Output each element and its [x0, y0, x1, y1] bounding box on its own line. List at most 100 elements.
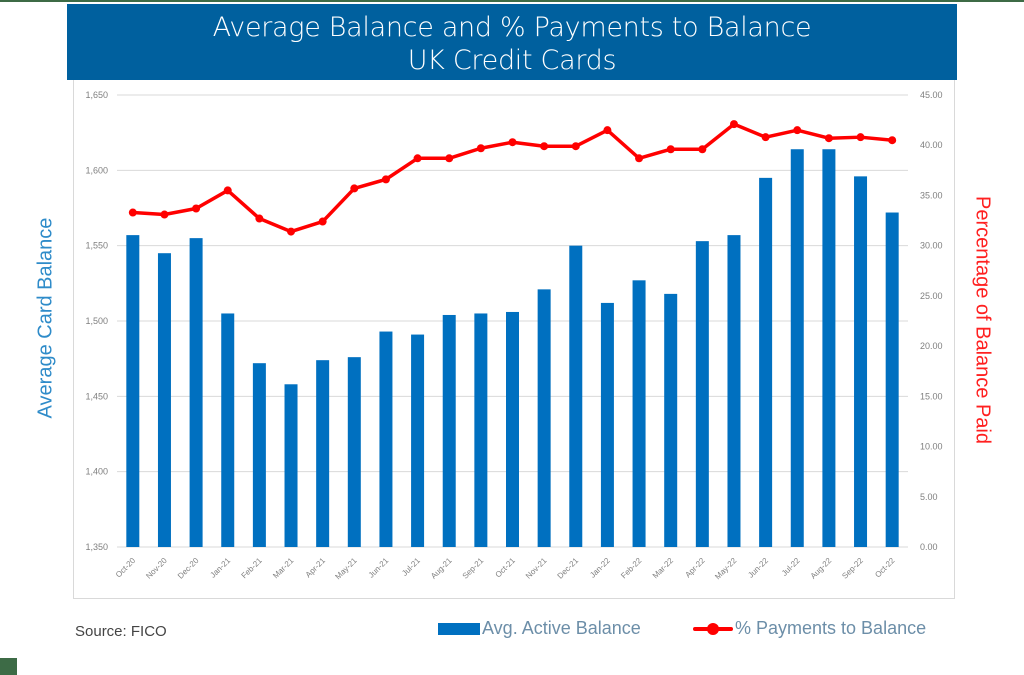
bar: [474, 313, 488, 547]
line-marker: [445, 154, 454, 163]
x-tick-label: Mar-21: [271, 556, 296, 581]
right-tick-label: 20.00: [920, 341, 943, 351]
bar: [569, 245, 583, 547]
right-tick-label: 5.00: [920, 492, 938, 502]
legend-line-label: % Payments to Balance: [735, 618, 927, 638]
x-tick-label: Sep-22: [840, 556, 865, 581]
x-tick-label: Feb-22: [619, 556, 644, 581]
bar: [537, 289, 551, 547]
right-tick-label: 30.00: [920, 241, 943, 251]
bar: [664, 293, 678, 547]
bar: [411, 334, 425, 547]
bar: [600, 302, 614, 547]
line-marker: [603, 126, 612, 135]
line-marker: [888, 136, 897, 145]
x-tick-label: Jan-21: [208, 556, 232, 580]
line-marker: [635, 154, 644, 163]
line-marker-swatch-icon: [693, 622, 733, 635]
left-tick-label: 1,500: [85, 316, 108, 326]
chart-title: Average Balance and % Payments to Balanc…: [212, 12, 812, 43]
legend-item-bar: Avg. Active Balance: [438, 618, 641, 639]
line-marker: [350, 184, 359, 193]
bar: [347, 357, 361, 547]
line-marker: [287, 227, 296, 236]
source-note: Source: FICO: [75, 623, 167, 640]
x-tick-label: Jan-22: [588, 556, 612, 580]
x-tick-label: Jul-22: [780, 556, 802, 578]
x-tick-label: Nov-21: [524, 556, 549, 581]
bar: [759, 177, 773, 547]
line-marker: [761, 133, 770, 142]
right-tick-label: 25.00: [920, 291, 943, 301]
corner-decoration: [0, 658, 17, 675]
left-tick-label: 1,450: [85, 391, 108, 401]
left-tick-label: 1,600: [85, 165, 108, 175]
x-tick-label: Oct-21: [494, 556, 518, 580]
x-tick-label: Dec-21: [556, 556, 581, 581]
bar: [284, 384, 298, 547]
chart-subtitle: UK Credit Cards: [407, 45, 617, 76]
x-tick-label: Oct-22: [873, 556, 897, 580]
line-marker: [223, 186, 232, 195]
line-marker: [793, 126, 802, 135]
x-tick-label: Mar-22: [651, 556, 676, 581]
chart-title-banner: Average Balance and % Payments to Balanc…: [67, 4, 957, 80]
x-tick-label: Apr-22: [683, 556, 707, 580]
x-tick-label: Aug-22: [809, 556, 834, 581]
legend-item-line: % Payments to Balance: [693, 618, 926, 639]
right-tick-label: 45.00: [920, 90, 943, 100]
legend-bar-label: Avg. Active Balance: [482, 618, 641, 638]
line-marker: [160, 210, 169, 219]
line-marker: [571, 142, 580, 151]
x-tick-label: Jun-21: [367, 556, 391, 580]
x-tick-label: Dec-20: [176, 556, 201, 581]
line-marker: [666, 145, 675, 154]
x-tick-label: Nov-20: [144, 556, 169, 581]
bar: [189, 238, 203, 547]
bar-swatch-icon: [438, 622, 480, 635]
right-tick-label: 35.00: [920, 190, 943, 200]
left-tick-label: 1,650: [85, 90, 108, 100]
bar: [727, 235, 741, 547]
line-marker: [729, 120, 738, 129]
bar: [379, 331, 393, 547]
bar: [695, 241, 709, 547]
bar: [442, 314, 456, 547]
right-tick-label: 15.00: [920, 391, 943, 401]
bar: [252, 363, 266, 547]
line-marker: [476, 144, 485, 153]
left-tick-label: 1,550: [85, 241, 108, 251]
bar: [822, 149, 836, 548]
bar: [506, 311, 519, 547]
bar: [316, 360, 330, 547]
x-tick-label: May-22: [713, 556, 739, 582]
line-marker: [381, 175, 390, 184]
right-tick-label: 40.00: [920, 140, 943, 150]
x-tick-label: Sep-21: [461, 556, 486, 581]
bar: [126, 235, 140, 547]
right-tick-label: 0.00: [920, 542, 938, 552]
left-tick-label: 1,400: [85, 467, 108, 477]
line-marker: [698, 145, 707, 154]
line-marker: [192, 204, 201, 213]
x-tick-label: May-21: [333, 556, 359, 582]
bar: [854, 176, 868, 548]
left-tick-label: 1,350: [85, 542, 108, 552]
line-marker: [856, 133, 865, 142]
line-marker: [540, 142, 549, 151]
x-tick-label: Apr-21: [304, 556, 328, 580]
x-tick-label: Jun-22: [746, 556, 770, 580]
x-tick-label: Feb-21: [239, 556, 264, 581]
left-axis-title: Average Card Balance: [34, 217, 57, 419]
top-border-line: [0, 0, 1024, 2]
bar: [157, 253, 171, 547]
line-marker: [824, 134, 833, 143]
bar: [221, 313, 235, 547]
x-tick-label: Aug-21: [429, 556, 454, 581]
right-axis-title: Percentage of Balance Paid: [971, 196, 994, 444]
right-tick-label: 10.00: [920, 442, 943, 452]
bar: [885, 212, 899, 547]
x-tick-label: Jul-21: [400, 556, 422, 578]
bar: [790, 149, 804, 548]
